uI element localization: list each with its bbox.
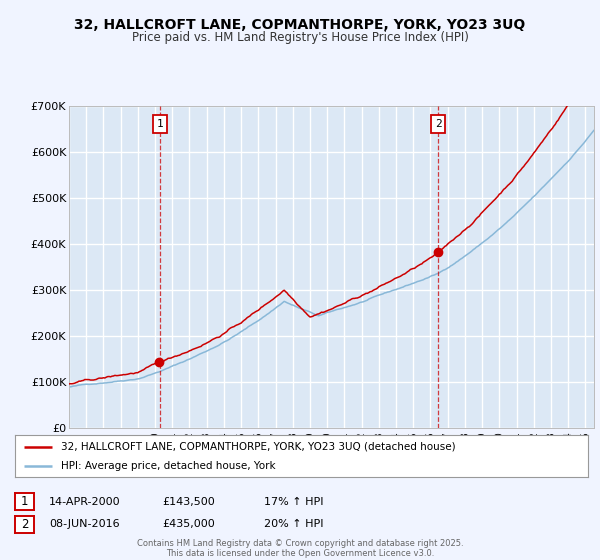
Text: 17% ↑ HPI: 17% ↑ HPI (264, 497, 323, 507)
Text: 1: 1 (157, 119, 163, 129)
Text: 14-APR-2000: 14-APR-2000 (49, 497, 121, 507)
Text: 20% ↑ HPI: 20% ↑ HPI (264, 519, 323, 529)
Text: 32, HALLCROFT LANE, COPMANTHORPE, YORK, YO23 3UQ: 32, HALLCROFT LANE, COPMANTHORPE, YORK, … (74, 18, 526, 32)
Text: 2: 2 (434, 119, 442, 129)
Text: 2: 2 (21, 517, 28, 531)
Text: 32, HALLCROFT LANE, COPMANTHORPE, YORK, YO23 3UQ (detached house): 32, HALLCROFT LANE, COPMANTHORPE, YORK, … (61, 442, 455, 452)
Text: HPI: Average price, detached house, York: HPI: Average price, detached house, York (61, 461, 275, 471)
Text: Contains HM Land Registry data © Crown copyright and database right 2025.
This d: Contains HM Land Registry data © Crown c… (137, 539, 463, 558)
Text: 08-JUN-2016: 08-JUN-2016 (49, 519, 120, 529)
Text: 1: 1 (21, 495, 28, 508)
Text: £435,000: £435,000 (162, 519, 215, 529)
Text: £143,500: £143,500 (162, 497, 215, 507)
Text: Price paid vs. HM Land Registry's House Price Index (HPI): Price paid vs. HM Land Registry's House … (131, 31, 469, 44)
